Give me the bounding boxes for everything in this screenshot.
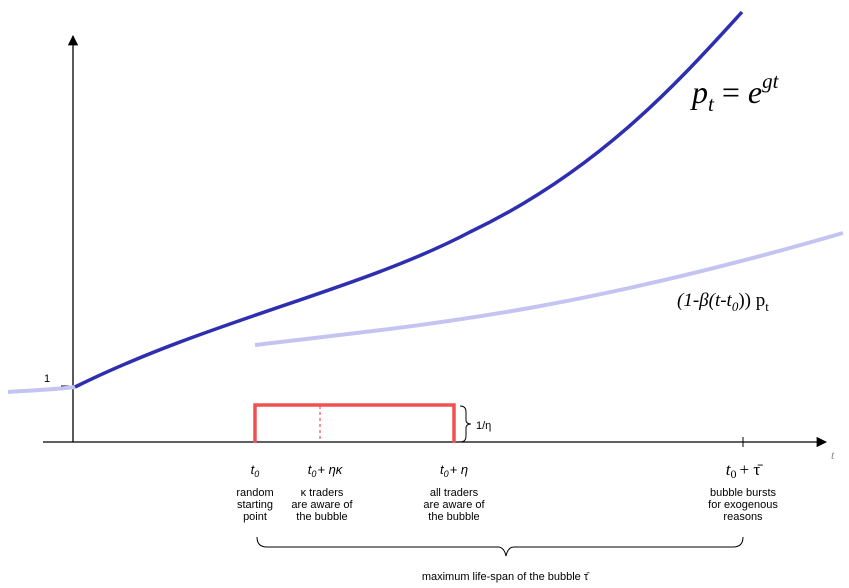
time-label-t0-eta: t0+ η <box>440 462 468 479</box>
lifespan-label: maximum life-span of the bubble τ̄ <box>422 571 590 583</box>
bubble-price-curve <box>254 231 844 347</box>
height-brace <box>459 405 472 443</box>
x-axis-label: t <box>831 448 835 462</box>
svg-text:are aware of: are aware of <box>291 499 353 511</box>
time-label-t0-eta-kappa: t0+ ηκ <box>308 462 344 479</box>
svg-text:bubble bursts: bubble bursts <box>710 487 777 499</box>
svg-text:κ traders: κ traders <box>301 487 344 499</box>
exponential-price-curve <box>74 10 744 389</box>
price-curve-label: pt = egt <box>690 69 780 116</box>
bubble-curve-label: (1-β(t-t0)) pt <box>677 290 769 314</box>
desc-kappa-aware: κ traders are aware of the bubble <box>291 487 353 523</box>
svg-text:starting: starting <box>237 499 273 511</box>
svg-text:all traders: all traders <box>430 487 479 499</box>
svg-text:the bubble: the bubble <box>428 511 479 523</box>
desc-all-aware: all traders are aware of the bubble <box>423 487 485 523</box>
svg-text:reasons: reasons <box>723 511 763 523</box>
svg-text:point: point <box>243 511 267 523</box>
svg-text:the bubble: the bubble <box>296 511 347 523</box>
desc-random-start: random starting point <box>236 487 273 523</box>
lifespan-brace <box>256 536 744 557</box>
desc-bubble-bursts: bubble bursts for exogenous reasons <box>708 487 778 523</box>
awareness-window <box>253 403 456 443</box>
svg-text:random: random <box>236 487 273 499</box>
height-label: 1/η <box>476 420 491 432</box>
svg-text:for exogenous: for exogenous <box>708 499 778 511</box>
time-label-t0-tau: t0 + τ̄ <box>726 460 763 481</box>
svg-text:are aware of: are aware of <box>423 499 485 511</box>
time-label-t0: t0 <box>251 462 260 479</box>
price-curve-extension <box>7 385 76 394</box>
y-tick-label: 1 <box>44 373 50 385</box>
